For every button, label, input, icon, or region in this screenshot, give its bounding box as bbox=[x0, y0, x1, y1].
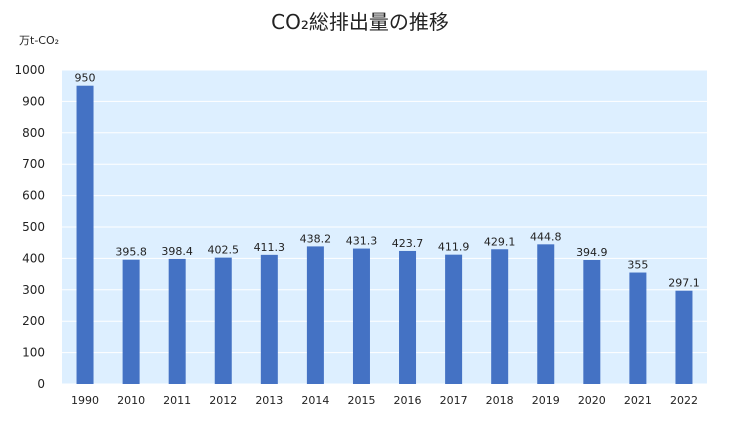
y-tick-label: 1000 bbox=[14, 63, 45, 77]
bar-2016 bbox=[399, 250, 417, 384]
bar-2018 bbox=[491, 249, 509, 384]
y-tick-label: 600 bbox=[22, 189, 45, 203]
x-tick-label: 2017 bbox=[440, 394, 468, 407]
x-tick-label: 2018 bbox=[486, 394, 514, 407]
bar-2014 bbox=[306, 246, 324, 384]
bar-2012 bbox=[214, 257, 232, 384]
x-tick-label: 2020 bbox=[578, 394, 606, 407]
y-tick-label: 300 bbox=[22, 283, 45, 297]
value-labels: 950 395.8 398.4 402.5 411.3 438.2 431.3 423.7 41… bbox=[75, 72, 700, 290]
y-tick-label: 900 bbox=[22, 94, 45, 108]
x-tick-label: 2022 bbox=[670, 394, 698, 407]
value-label: 423.7 bbox=[392, 237, 424, 250]
chart-title: CO₂総排出量の推移 bbox=[271, 10, 449, 34]
value-label: 411.9 bbox=[438, 241, 470, 254]
value-label: 411.3 bbox=[254, 241, 286, 254]
x-axis-ticks: 1990 2010 2011 2012 2013 2014 2015 2016 2017 2018… bbox=[71, 394, 698, 407]
y-axis-ticks: 0 100 200 300 400 500 600 700 800 900 1000 bbox=[14, 63, 45, 391]
bar-2011 bbox=[168, 258, 186, 384]
x-tick-label: 2021 bbox=[624, 394, 652, 407]
y-axis-unit-label: 万t-CO₂ bbox=[19, 34, 59, 47]
bar-2017 bbox=[445, 254, 463, 384]
x-tick-label: 2011 bbox=[163, 394, 191, 407]
bar-2021 bbox=[629, 272, 647, 384]
value-label: 438.2 bbox=[300, 232, 332, 245]
value-label: 394.9 bbox=[576, 246, 608, 259]
value-label: 429.1 bbox=[484, 235, 516, 248]
y-tick-label: 200 bbox=[22, 314, 45, 328]
value-label: 395.8 bbox=[115, 246, 147, 259]
bar-2020 bbox=[583, 260, 601, 384]
y-tick-label: 700 bbox=[22, 157, 45, 171]
bar-1990 bbox=[76, 85, 94, 384]
x-tick-label: 2013 bbox=[255, 394, 283, 407]
bar-2010 bbox=[122, 259, 140, 384]
value-label: 297.1 bbox=[668, 277, 700, 290]
x-tick-label: 2014 bbox=[301, 394, 329, 407]
value-label: 950 bbox=[75, 72, 96, 85]
y-tick-label: 0 bbox=[37, 377, 45, 391]
y-tick-label: 100 bbox=[22, 346, 45, 360]
value-label: 444.8 bbox=[530, 230, 562, 243]
bar-2013 bbox=[260, 254, 278, 384]
bar-2022 bbox=[675, 290, 693, 384]
value-label: 402.5 bbox=[208, 244, 240, 257]
bar-2015 bbox=[352, 248, 370, 384]
x-tick-label: 2019 bbox=[532, 394, 560, 407]
y-tick-label: 800 bbox=[22, 126, 45, 140]
y-tick-label: 400 bbox=[22, 251, 45, 265]
value-label: 398.4 bbox=[161, 245, 193, 258]
bar-2019 bbox=[537, 244, 555, 384]
bars bbox=[76, 85, 693, 384]
x-tick-label: 2010 bbox=[117, 394, 145, 407]
value-label: 431.3 bbox=[346, 235, 378, 248]
x-tick-label: 2016 bbox=[394, 394, 422, 407]
x-tick-label: 2015 bbox=[347, 394, 375, 407]
value-label: 355 bbox=[627, 259, 648, 272]
y-tick-label: 500 bbox=[22, 220, 45, 234]
x-tick-label: 2012 bbox=[209, 394, 237, 407]
x-tick-label: 1990 bbox=[71, 394, 99, 407]
